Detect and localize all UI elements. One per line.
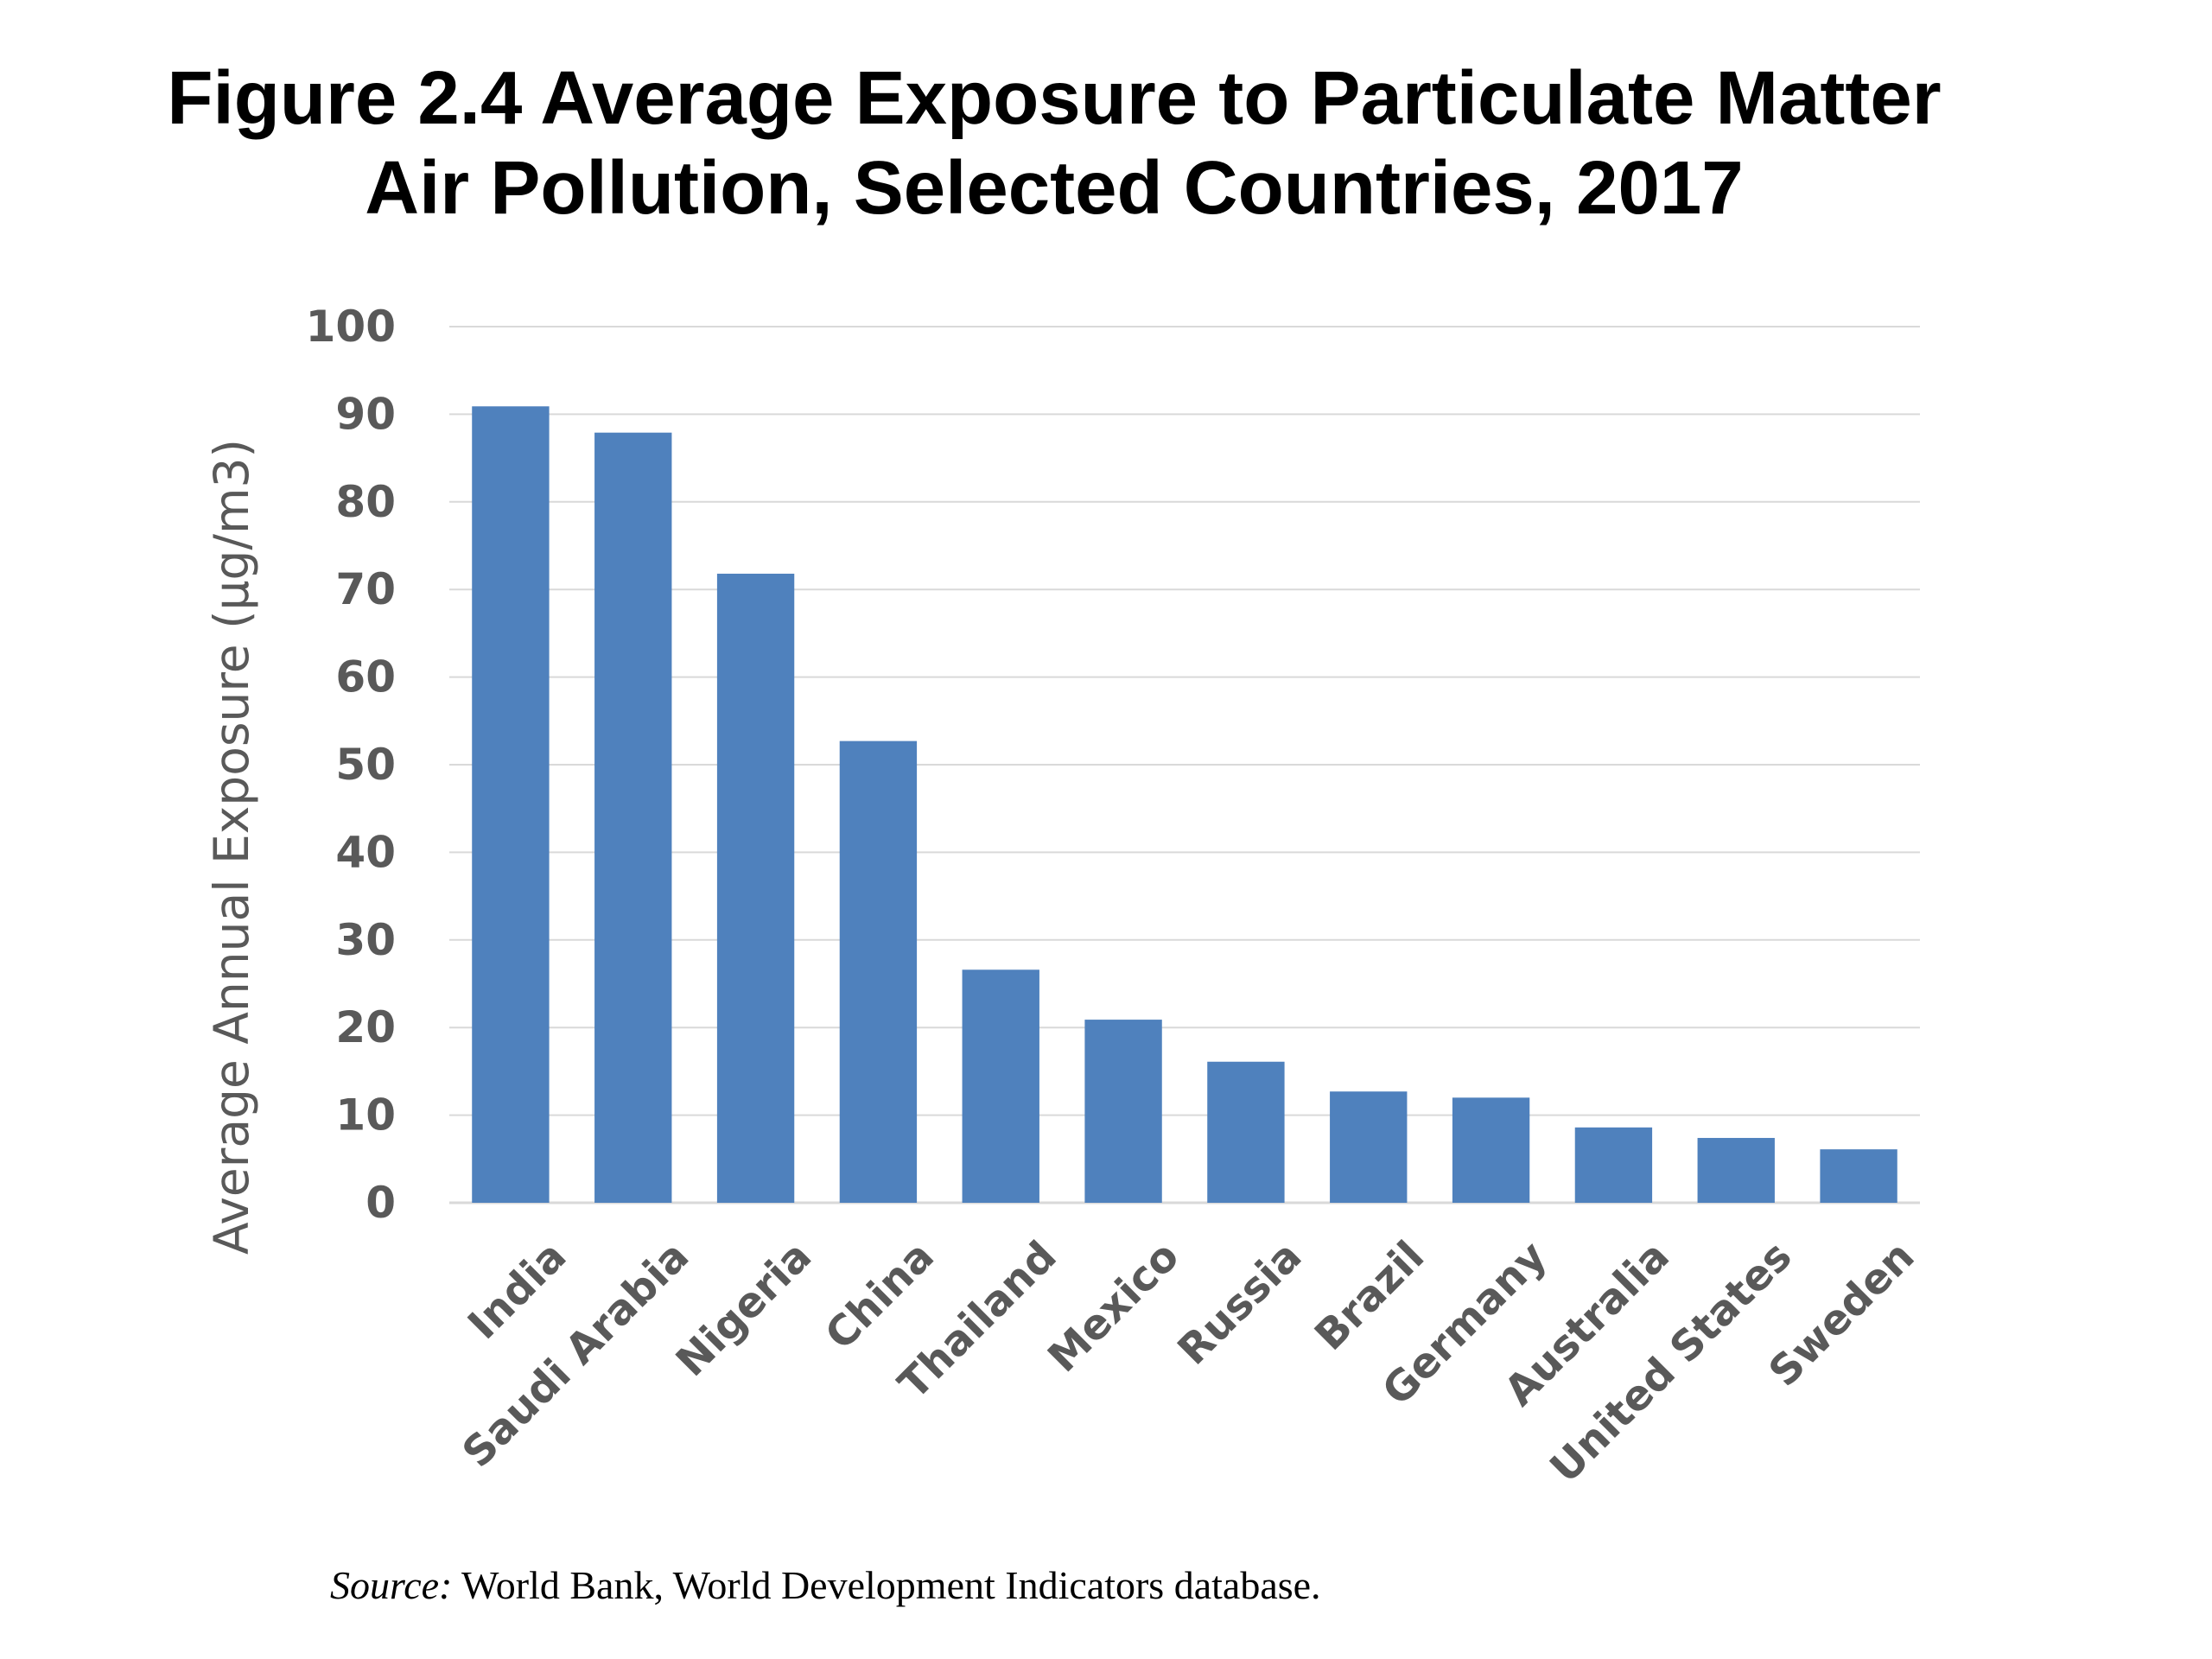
x-tick-label: Russia [1168,1232,1311,1375]
bars [472,406,1897,1204]
bar-nigeria [716,573,795,1203]
bar-india [472,406,550,1203]
x-tick-label: Saudi Arabia [454,1232,699,1478]
source-label: Source: [330,1563,453,1607]
y-tick-label: 60 [335,652,396,702]
x-tick-label: Nigeria [667,1232,821,1386]
x-tick-label: Mexico [1039,1232,1188,1382]
y-tick-label: 0 [365,1178,396,1228]
y-tick-label: 50 [335,740,396,790]
bar-mexico [1084,1020,1162,1203]
y-tick-label: 40 [335,827,396,877]
y-tick-label: 90 [335,389,396,439]
bar-brazil [1330,1091,1408,1203]
bar-sweden [1820,1149,1897,1203]
gridlines [449,326,1920,1205]
chart-title-line-1: Figure 2.4 Average Exposure to Particula… [167,56,1942,140]
bar-germany [1452,1097,1530,1203]
y-tick-labels: 0 10 20 30 40 50 60 70 80 90 100 [306,302,396,1228]
bar-australia [1574,1127,1653,1203]
y-tick-label: 20 [335,1002,396,1052]
y-tick-label: 10 [335,1090,396,1141]
bar-thailand [962,969,1039,1203]
y-axis-label: Average Annual Exposure (µg/m3) [204,439,259,1255]
chart-title: Figure 2.4 Average Exposure to Particula… [0,54,2108,233]
bar-united-states [1697,1137,1775,1203]
y-tick-label: 80 [335,477,396,527]
bar-russia [1207,1061,1285,1203]
y-tick-label: 30 [335,915,396,965]
source-note: Source: World Bank, World Development In… [330,1562,1321,1608]
y-tick-label: 70 [335,564,396,614]
x-tick-label: India [459,1232,575,1349]
y-tick-label: 100 [306,302,396,352]
bar-china [839,741,918,1203]
chart-title-line-2: Air Pollution, Selected Countries, 2017 [365,146,1744,230]
source-text: World Bank, World Development Indicators… [452,1563,1321,1607]
bar-saudi-arabia [594,432,672,1204]
